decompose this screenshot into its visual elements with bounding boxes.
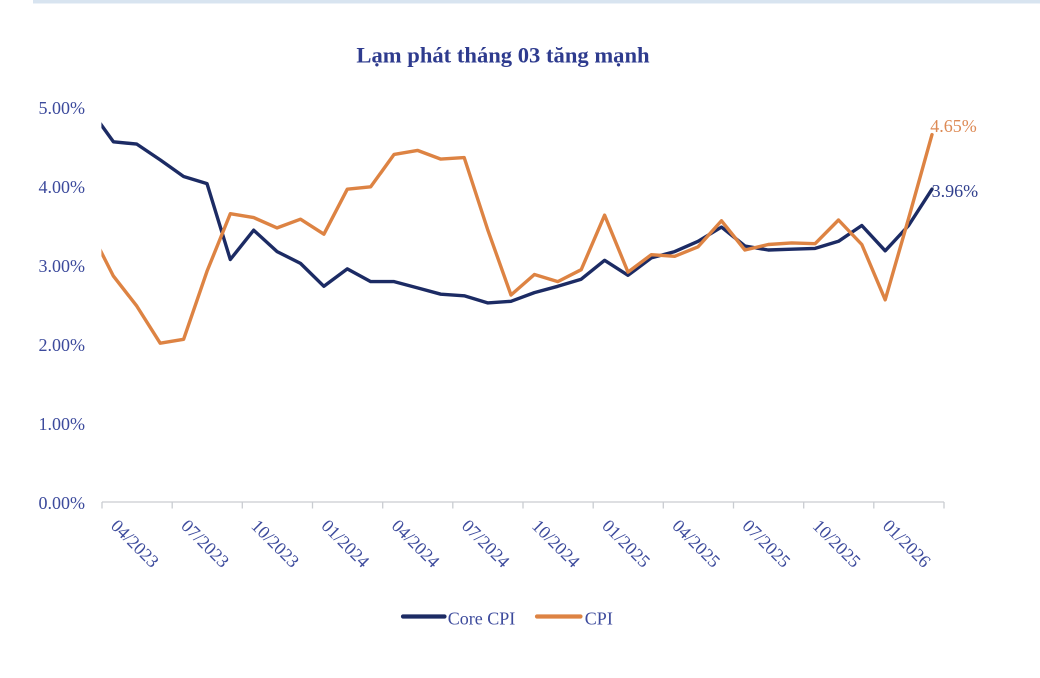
svg-text:0.00%: 0.00%	[39, 493, 86, 513]
svg-text:CPI: CPI	[585, 608, 613, 628]
svg-text:4.00%: 4.00%	[39, 177, 86, 197]
svg-text:3.00%: 3.00%	[39, 256, 86, 276]
svg-text:3.96%: 3.96%	[932, 181, 979, 201]
svg-text:1.00%: 1.00%	[39, 414, 86, 434]
svg-text:Lạm phát tháng 03 tăng mạnh: Lạm phát tháng 03 tăng mạnh	[356, 43, 650, 68]
svg-text:2.00%: 2.00%	[39, 335, 86, 355]
svg-text:5.00%: 5.00%	[39, 98, 86, 118]
svg-text:Core CPI: Core CPI	[448, 608, 516, 628]
svg-text:4.65%: 4.65%	[930, 116, 977, 136]
